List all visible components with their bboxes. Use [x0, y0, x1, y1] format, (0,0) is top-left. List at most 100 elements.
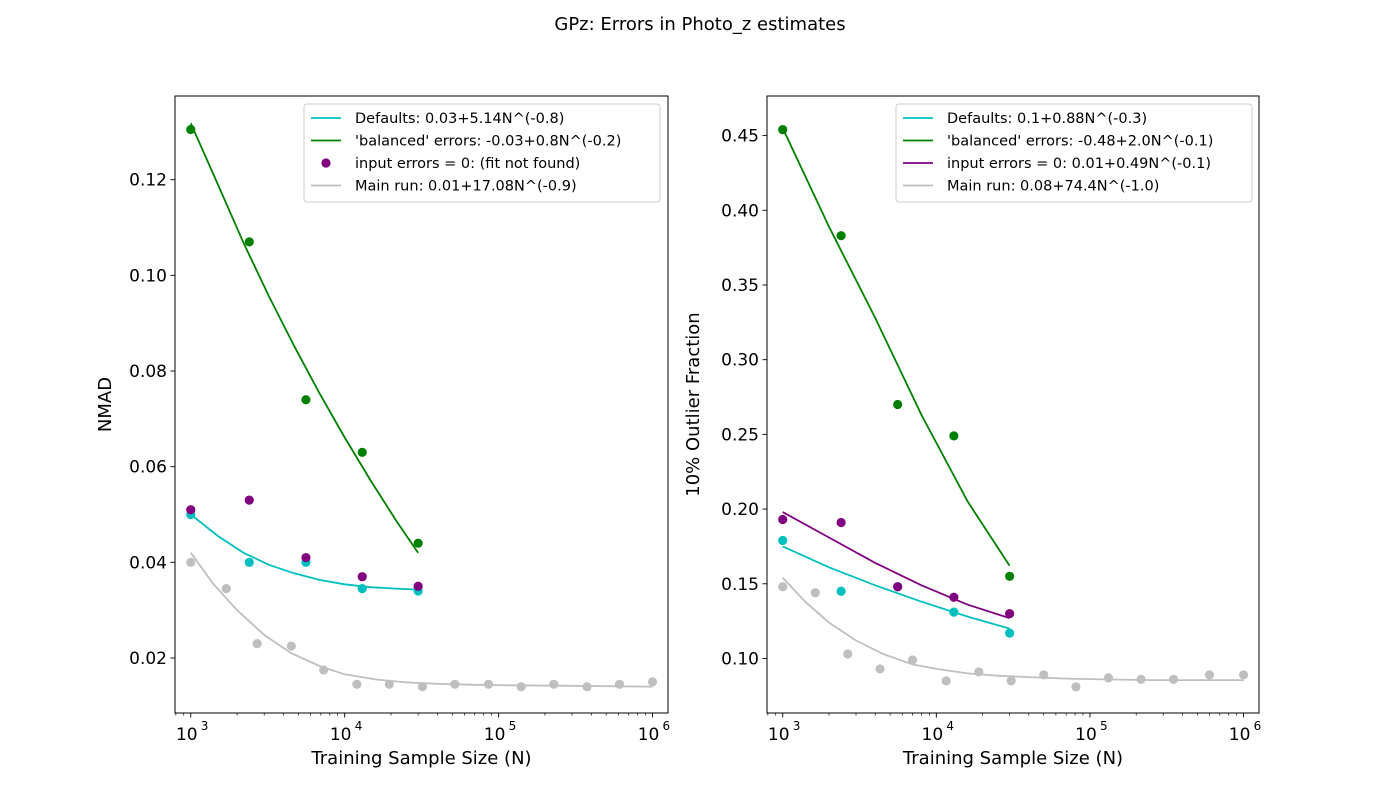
fit-line-input_zero — [782, 511, 1010, 619]
data-point-main_run — [810, 588, 820, 598]
data-point-main_run — [221, 584, 231, 594]
data-point-defaults — [244, 557, 254, 567]
y-tick-label: 0.08 — [129, 362, 167, 382]
data-point-main_run — [941, 676, 951, 686]
data-point-balanced — [357, 447, 367, 457]
legend-box — [303, 103, 661, 203]
legend-box — [895, 103, 1253, 203]
fit-line-defaults — [782, 545, 1010, 630]
data-point-defaults — [1005, 628, 1015, 638]
data-point-input_zero — [836, 517, 846, 528]
data-point-input_zero — [244, 495, 254, 505]
y-tick-label: 0.10 — [721, 649, 759, 669]
chart-panel-nmad: 10 3 10 4 10 5 10 60.020.040.060.080.100.12Trai… — [95, 95, 670, 769]
data-point-main_run — [1039, 670, 1049, 680]
x-tick-label-exponent: 5 — [1100, 719, 1108, 733]
y-tick-label: 0.02 — [129, 649, 167, 669]
fit-line-balanced — [189, 122, 419, 554]
data-point-balanced — [949, 431, 959, 441]
y-tick-label: 0.25 — [721, 425, 759, 445]
y-axis-label: NMAD — [95, 377, 116, 432]
data-point-input_zero — [301, 552, 311, 563]
legend-entry: input errors = 0: (fit not found) — [355, 156, 580, 172]
x-minor-ticks — [175, 713, 646, 716]
y-tick-label: 0.45 — [721, 127, 759, 147]
data-point-defaults — [357, 584, 367, 594]
y-tick-label: 0.10 — [129, 266, 167, 286]
data-point-main_run — [252, 639, 262, 649]
x-tick-label: 10 — [330, 725, 352, 745]
legend-entry: Main run: 0.01+17.08N^(-0.9) — [355, 179, 577, 195]
y-tick-label: 0.04 — [129, 553, 167, 573]
data-point-main_run — [1238, 670, 1249, 680]
legend-entry: input errors = 0: 0.01+0.49N^(-0.1) — [947, 156, 1211, 172]
x-tick-label-exponent: 5 — [509, 719, 517, 733]
plot-frame — [174, 95, 669, 714]
data-point-input_zero — [357, 572, 367, 582]
x-tick-label: 10 — [922, 725, 944, 745]
data-point-input_zero — [778, 514, 788, 525]
chart-panel-outlier-fraction: 10 3 10 4 10 5 10 60.100.150.200.250.300.350.40… — [683, 95, 1261, 769]
y-tick-label: 0.30 — [721, 351, 759, 371]
data-point-balanced — [244, 237, 254, 247]
data-point-input_zero — [413, 581, 423, 591]
data-point-balanced — [778, 125, 788, 135]
data-point-defaults — [836, 586, 846, 596]
data-point-balanced — [1005, 571, 1015, 581]
data-point-main_run — [647, 677, 658, 687]
legend-marker — [321, 158, 331, 168]
x-tick-label-exponent: 4 — [946, 719, 954, 733]
figure-title: GPz: Errors in Photo_z estimates — [554, 14, 845, 35]
data-point-main_run — [843, 649, 853, 659]
x-tick-label: 10 — [1075, 725, 1097, 745]
data-point-main_run — [549, 679, 559, 689]
fit-line-balanced — [781, 127, 1011, 567]
x-tick-label: 10 — [1229, 725, 1251, 745]
data-point-main_run — [1103, 673, 1114, 683]
legend-entry: 'balanced' errors: -0.03+0.8N^(-0.2) — [355, 134, 621, 150]
data-point-balanced — [186, 124, 196, 135]
fit-line-main_run — [782, 577, 1244, 681]
legend-entry: Defaults: 0.1+0.88N^(-0.3) — [947, 111, 1147, 127]
legend-entry: 'balanced' errors: -0.48+2.0N^(-0.1) — [947, 134, 1213, 150]
data-point-main_run — [974, 667, 984, 677]
data-point-main_run — [778, 582, 788, 592]
data-point-input_zero — [893, 582, 903, 592]
data-point-input_zero — [1005, 609, 1015, 619]
data-point-main_run — [483, 679, 494, 689]
data-point-main_run — [1071, 682, 1081, 692]
data-point-main_run — [1204, 670, 1215, 680]
data-point-balanced — [413, 538, 423, 548]
data-point-balanced — [893, 399, 903, 410]
data-point-main_run — [384, 679, 394, 689]
legend-entry: Defaults: 0.03+5.14N^(-0.8) — [355, 111, 564, 127]
data-point-main_run — [319, 665, 329, 675]
x-minor-ticks — [767, 713, 1237, 716]
data-point-balanced — [836, 231, 846, 241]
y-tick-label: 0.12 — [129, 171, 167, 191]
legend-entry: Main run: 0.08+74.4N^(-1.0) — [947, 179, 1159, 195]
data-point-main_run — [352, 679, 362, 689]
y-tick-label: 0.15 — [721, 575, 759, 595]
legend: Defaults: 0.03+5.14N^(-0.8) 'balanced' er… — [303, 103, 661, 203]
x-axis-label: Training Sample Size (N) — [902, 748, 1123, 769]
fit-line-defaults — [190, 513, 419, 591]
data-point-main_run — [907, 655, 918, 665]
data-point-main_run — [186, 557, 196, 567]
legend: Defaults: 0.1+0.88N^(-0.3) 'balanced' err… — [895, 103, 1253, 203]
plot-frame — [766, 95, 1260, 714]
x-tick-label: 10 — [176, 725, 198, 745]
y-tick-label: 0.40 — [721, 201, 759, 221]
data-point-defaults — [778, 535, 788, 546]
data-point-balanced — [301, 395, 311, 405]
data-point-input_zero — [949, 592, 959, 602]
data-point-main_run — [450, 679, 460, 689]
x-tick-label: 10 — [768, 725, 790, 745]
data-point-main_run — [516, 682, 526, 692]
data-point-input_zero — [186, 505, 196, 515]
data-point-main_run — [614, 679, 625, 689]
y-axis-label: 10% Outlier Fraction — [683, 312, 704, 496]
x-tick-label-exponent: 3 — [793, 719, 801, 733]
data-point-main_run — [286, 641, 296, 651]
